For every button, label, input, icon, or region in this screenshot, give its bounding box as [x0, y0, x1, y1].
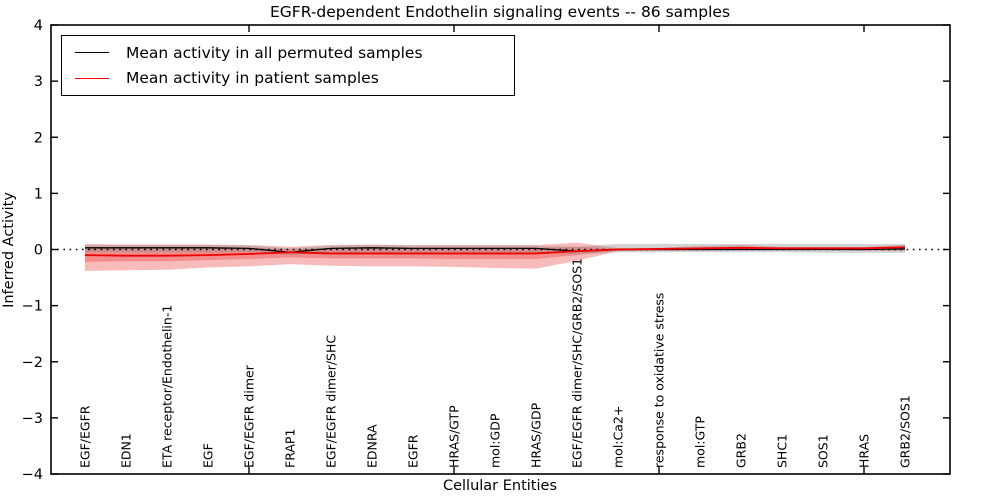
legend-label: Mean activity in patient samples [126, 69, 379, 88]
x-category-label: HRAS [857, 434, 872, 468]
legend-entry-patient: Mean activity in patient samples [62, 69, 514, 87]
legend-label: Mean activity in all permuted samples [126, 43, 423, 62]
y-tick-label: −2 [22, 355, 43, 371]
y-tick-label: 2 [34, 130, 43, 146]
y-tick-label: −1 [22, 299, 43, 315]
x-category-label: response to oxidative stress [652, 293, 667, 468]
x-category-label: HRAS/GTP [447, 405, 462, 468]
y-tick-label: 0 [34, 243, 43, 259]
y-tick-label: 3 [34, 74, 43, 90]
x-category-label: EGF [201, 443, 216, 468]
x-category-label: EGF/EGFR [78, 405, 93, 468]
x-category-label: GRB2/SOS1 [898, 395, 913, 468]
permuted-line-sample [75, 52, 109, 54]
y-tick-label: −3 [22, 411, 43, 427]
legend: Mean activity in all permuted samples Me… [61, 35, 515, 96]
x-category-label: SOS1 [816, 434, 831, 468]
x-category-label: mol:GDP [488, 413, 503, 468]
patient-line-sample [75, 77, 109, 79]
chart-title: EGFR-dependent Endothelin signaling even… [269, 3, 731, 21]
x-category-label: EDN1 [119, 433, 134, 468]
x-category-label: EGF/EGFR dimer [242, 364, 257, 468]
patient-mean-line [84, 246, 906, 257]
x-category-label: HRAS/GDP [529, 402, 544, 468]
x-category-label: mol:Ca2+ [611, 406, 626, 468]
y-tick-label: 1 [34, 186, 43, 202]
x-category-label: ETA receptor/Endothelin-1 [160, 305, 175, 468]
x-category-label: EGFR [406, 434, 421, 468]
x-category-label: mol:GTP [693, 416, 708, 468]
x-category-label: EGF/EGFR dimer/SHC/GRB2/SOS1 [570, 258, 585, 468]
x-category-label: EDNRA [365, 424, 380, 468]
x-category-label: FRAP1 [283, 429, 298, 468]
legend-entry-permuted: Mean activity in all permuted samples [62, 44, 514, 62]
y-tick-label: 4 [34, 18, 43, 34]
y-axis-label: Inferred Activity [1, 192, 17, 308]
x-category-label: EGF/EGFR dimer/SHC [324, 335, 339, 468]
x-category-label: SHC1 [775, 434, 790, 468]
y-tick-label: −4 [22, 467, 43, 483]
x-category-label: GRB2 [734, 433, 749, 468]
permuted-mean-line [85, 247, 906, 253]
x-axis-label: Cellular Entities [442, 478, 558, 494]
